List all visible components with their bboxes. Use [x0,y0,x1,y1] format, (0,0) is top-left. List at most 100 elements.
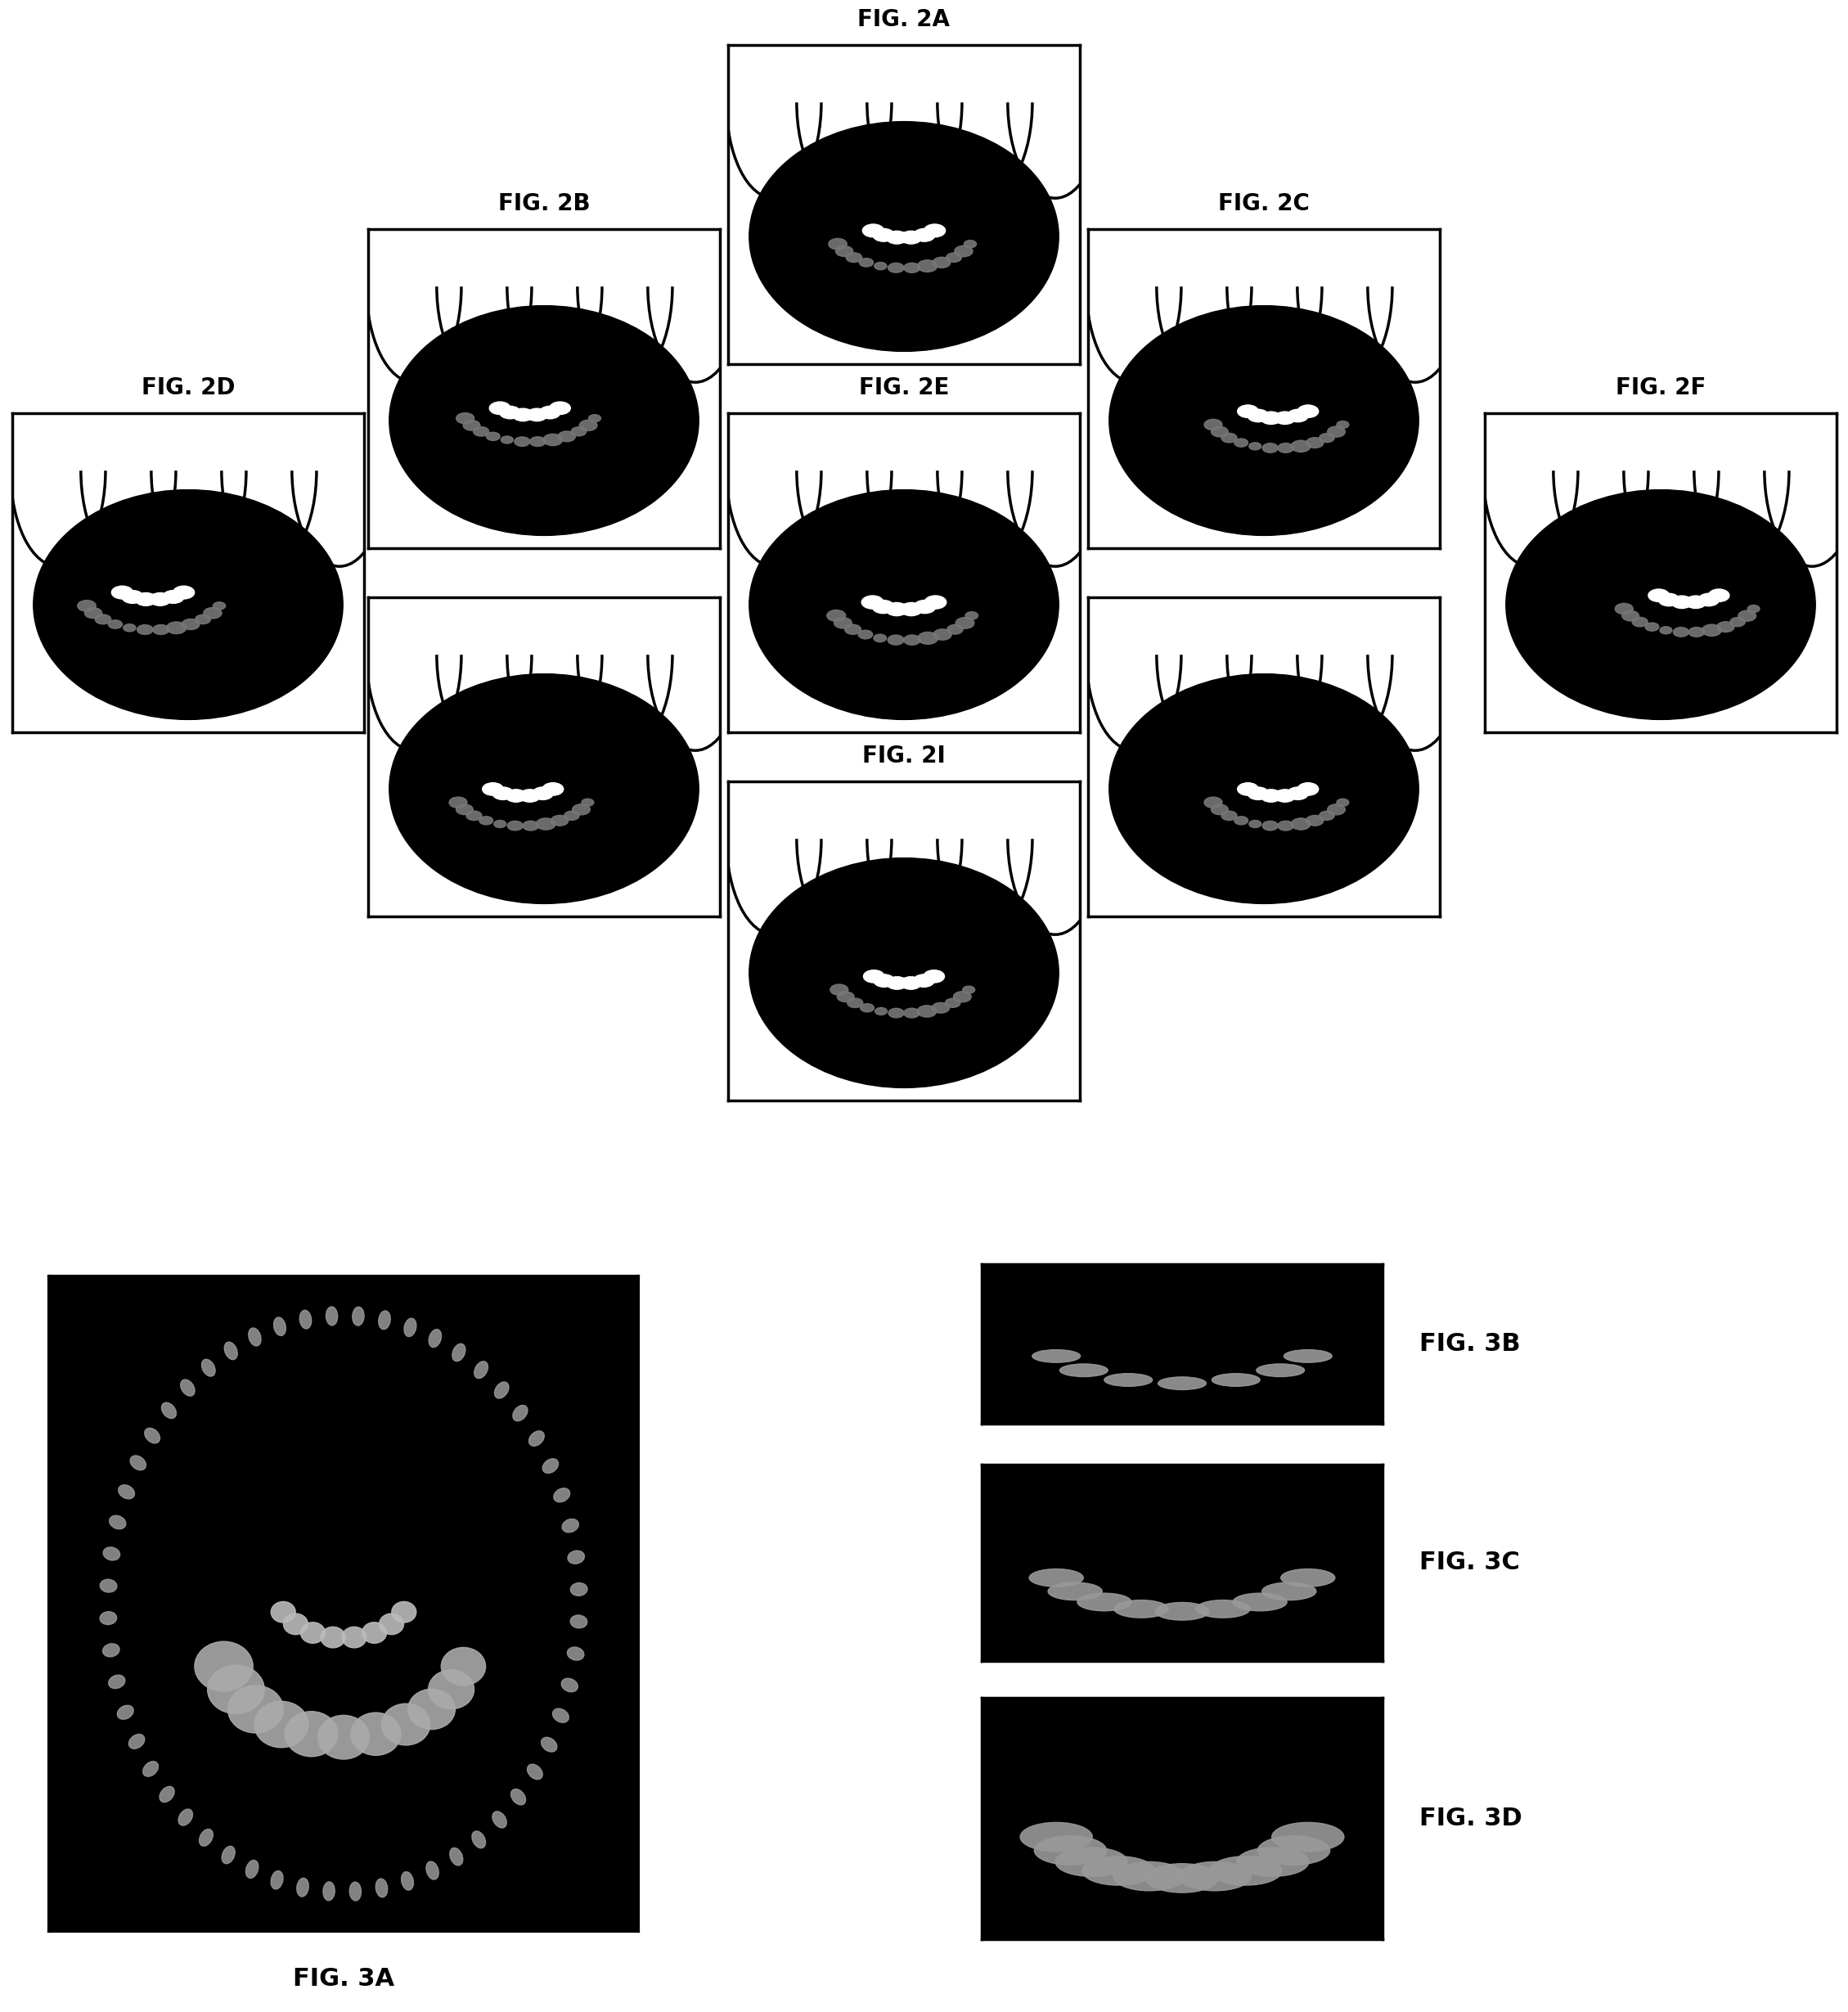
Ellipse shape [874,1008,887,1014]
Ellipse shape [179,1809,192,1825]
Ellipse shape [965,239,976,247]
Ellipse shape [103,1547,120,1561]
Ellipse shape [405,1318,416,1336]
Ellipse shape [248,1328,261,1346]
Ellipse shape [1055,1847,1127,1877]
Ellipse shape [1196,1600,1249,1618]
Ellipse shape [1319,811,1334,821]
Ellipse shape [255,1702,309,1748]
Ellipse shape [301,1622,325,1644]
Ellipse shape [492,1811,506,1827]
Ellipse shape [109,1676,126,1688]
Ellipse shape [529,1431,543,1447]
Ellipse shape [1297,404,1318,418]
Ellipse shape [1112,1861,1185,1891]
Ellipse shape [375,1879,388,1897]
Ellipse shape [874,262,887,270]
Text: FIG. 3B: FIG. 3B [1419,1332,1521,1356]
Ellipse shape [1658,594,1680,606]
Ellipse shape [571,1583,588,1596]
Ellipse shape [917,260,937,272]
Ellipse shape [100,1579,116,1591]
Ellipse shape [887,976,907,990]
Ellipse shape [1249,821,1260,827]
Ellipse shape [523,821,538,831]
Ellipse shape [181,1380,194,1396]
Ellipse shape [540,406,560,418]
Ellipse shape [1155,1602,1209,1620]
Ellipse shape [948,624,963,634]
Ellipse shape [590,414,601,423]
Ellipse shape [429,1330,442,1348]
Ellipse shape [543,783,564,795]
Ellipse shape [543,435,562,445]
Ellipse shape [299,1310,312,1328]
Ellipse shape [874,974,894,988]
Ellipse shape [1281,1569,1334,1587]
Ellipse shape [508,821,523,831]
Ellipse shape [1262,1583,1316,1600]
Ellipse shape [564,811,578,821]
Ellipse shape [1672,628,1689,636]
Ellipse shape [181,620,200,630]
Ellipse shape [200,1829,213,1847]
Ellipse shape [1262,821,1279,831]
Ellipse shape [129,1455,146,1471]
Ellipse shape [224,1342,237,1360]
Ellipse shape [1739,610,1756,622]
Ellipse shape [429,1670,475,1708]
Text: FIG. 2H: FIG. 2H [1218,696,1310,718]
Ellipse shape [571,427,586,437]
Ellipse shape [479,817,493,825]
Ellipse shape [1114,1600,1168,1618]
Ellipse shape [1059,1364,1107,1376]
Ellipse shape [1222,811,1236,821]
Ellipse shape [826,610,846,622]
Ellipse shape [1284,1350,1332,1362]
Ellipse shape [1702,624,1720,636]
Ellipse shape [1048,1583,1101,1600]
Ellipse shape [427,1861,438,1879]
Ellipse shape [174,585,194,600]
Ellipse shape [1506,489,1815,720]
Ellipse shape [748,857,1059,1088]
Ellipse shape [272,1602,296,1622]
Ellipse shape [349,1881,360,1901]
Ellipse shape [449,797,468,809]
Ellipse shape [567,1648,584,1660]
Text: FIG. 2E: FIG. 2E [859,376,950,398]
Ellipse shape [933,258,950,268]
Ellipse shape [203,608,222,618]
Ellipse shape [381,1704,431,1744]
Ellipse shape [1292,819,1310,829]
Ellipse shape [580,421,597,431]
Ellipse shape [1258,1837,1331,1865]
Ellipse shape [1233,1594,1286,1612]
Ellipse shape [1109,306,1419,535]
Ellipse shape [1730,618,1745,626]
Ellipse shape [828,239,846,249]
Ellipse shape [527,408,547,421]
Ellipse shape [490,402,510,414]
Ellipse shape [482,783,503,795]
Ellipse shape [379,1310,390,1330]
Ellipse shape [954,992,972,1002]
Ellipse shape [1257,1364,1305,1376]
Ellipse shape [835,245,854,256]
Ellipse shape [1210,427,1229,437]
Text: FIG. 2I: FIG. 2I [863,744,946,767]
Ellipse shape [453,1344,466,1362]
Ellipse shape [283,1614,309,1634]
Ellipse shape [830,984,848,996]
Ellipse shape [861,596,883,610]
Ellipse shape [196,614,211,624]
Ellipse shape [401,1871,414,1889]
Ellipse shape [274,1318,286,1336]
Ellipse shape [1247,408,1268,423]
Ellipse shape [222,1847,235,1863]
Ellipse shape [351,1712,401,1754]
Ellipse shape [861,1004,874,1012]
Ellipse shape [558,431,575,441]
Ellipse shape [142,1760,159,1777]
Ellipse shape [567,1551,584,1563]
